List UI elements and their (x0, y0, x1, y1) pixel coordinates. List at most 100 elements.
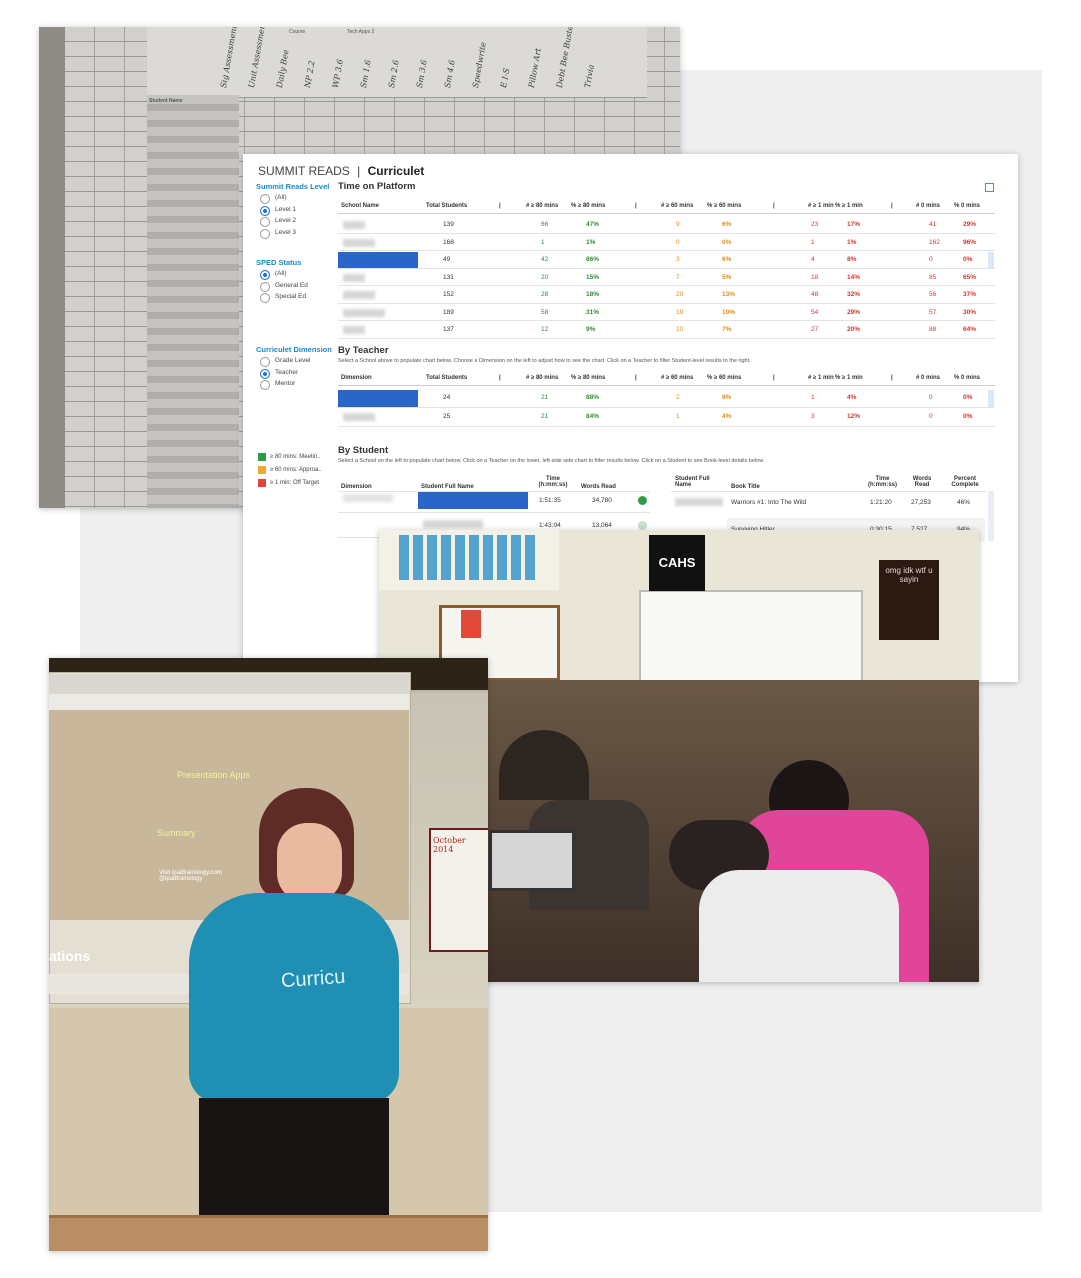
header-rule (338, 385, 995, 386)
column-header: | (635, 375, 637, 381)
table-cell: 65% (963, 273, 977, 281)
table-cell: 0 (929, 413, 933, 420)
level-option-label: Level 1 (275, 205, 296, 213)
dimension-radio[interactable] (260, 380, 270, 390)
table-cell: 2 (676, 394, 680, 401)
redacted-name (343, 291, 375, 299)
time-on-platform-heading: Time on Platform (338, 181, 416, 192)
row-rule (338, 267, 995, 269)
projected-slide-subtitle: Summary (157, 828, 196, 838)
table-cell: 1 (811, 238, 815, 246)
level-option-label: Level 3 (275, 228, 296, 236)
table-cell: 4 (811, 256, 815, 263)
teacher-pants (199, 1098, 389, 1218)
redacted-name (343, 326, 365, 334)
level-option-label: (All) (275, 194, 287, 201)
table-cell: 0 (929, 256, 933, 263)
table-cell: 20 (676, 291, 684, 298)
table-cell: 57 (929, 308, 937, 316)
book-time: 1:21:20 (870, 499, 892, 506)
student-words: 13,064 (592, 522, 612, 529)
status-dot (638, 521, 647, 530)
student-time: 1:43:04 (539, 522, 561, 529)
table-cell: 162 (929, 238, 940, 246)
projected-slide-title: Presentation Apps (177, 770, 251, 780)
level-option-label: Level 2 (275, 217, 296, 224)
table-cell: 54 (811, 308, 819, 316)
column-header: % ≥ 60 mins (707, 203, 742, 209)
book-col-name: Student Full Name (675, 476, 710, 488)
selected-student-bar[interactable] (418, 492, 528, 509)
front-desk (49, 1215, 488, 1251)
status-dot (638, 496, 647, 505)
table-cell: 5% (722, 273, 732, 281)
legend-swatch (258, 466, 266, 474)
student-words: 34,780 (592, 497, 612, 504)
dimension-radio[interactable] (260, 368, 270, 379)
column-header: # ≥ 1 min (808, 375, 834, 381)
table-cell: 0 (929, 394, 933, 401)
classroom-poster: omg idk wtf u sayin (879, 560, 939, 640)
redacted-name (343, 308, 385, 317)
legend-swatch (258, 453, 266, 461)
table-cell: 10 (676, 326, 684, 333)
level-radio[interactable] (260, 228, 270, 239)
grade-sheet-name-label: Student Name (149, 98, 183, 104)
table-cell: 1 (811, 394, 815, 401)
book-title: Warriors #1: Into The Wild (731, 499, 807, 506)
table-cell: 20% (847, 326, 861, 333)
column-header: # ≥ 80 mins (526, 203, 559, 209)
book-list-scrollbar[interactable] (988, 491, 994, 541)
table-cell: 7 (676, 273, 680, 281)
table-cell: 4% (847, 394, 857, 401)
bulletin-banner (399, 535, 539, 580)
wall-calendar (429, 828, 488, 952)
selected-row-bar[interactable] (338, 252, 418, 269)
column-header: # ≥ 80 mins (526, 375, 559, 381)
dimension-filter-heading: Curriculet Dimension (256, 345, 332, 354)
table-cell: 0% (722, 238, 732, 246)
classroom-sign: CAHS (649, 535, 705, 591)
table-cell: 189 (443, 308, 454, 316)
redacted-name (343, 273, 365, 282)
by-student-heading: By Student (338, 445, 389, 456)
row-highlight (988, 390, 994, 407)
table-cell: 0% (963, 394, 973, 401)
by-teacher-heading: By Teacher (338, 345, 389, 356)
table-cell: 88% (586, 394, 600, 401)
table-cell: 84% (586, 413, 600, 420)
column-header: | (499, 375, 501, 381)
column-header: % ≥ 80 mins (571, 203, 606, 209)
column-header: | (891, 203, 893, 209)
table-cell: 0 (676, 238, 680, 246)
table-cell: 23 (811, 221, 819, 228)
level-radio[interactable] (260, 194, 270, 204)
book-time: 0:30:15 (870, 526, 892, 533)
table-cell: 25 (443, 413, 451, 420)
teacher-shirt-text: Curricu (280, 965, 347, 993)
sped-radio[interactable] (260, 281, 270, 292)
book-col-title: Book Title (731, 484, 760, 490)
column-header: Total Students (426, 203, 468, 209)
external-link-icon[interactable] (985, 183, 994, 192)
projected-browser-tabs (49, 674, 409, 694)
table-cell: 10% (722, 308, 736, 316)
sped-radio[interactable] (260, 293, 270, 303)
table-cell: 4% (722, 413, 732, 420)
level-filter-heading: Summit Reads Level (256, 182, 330, 191)
column-header: % ≥ 60 mins (707, 375, 742, 381)
table-cell: 86% (586, 256, 600, 263)
sped-radio[interactable] (260, 270, 270, 280)
book-col-words: Words Read (912, 476, 932, 488)
student-col-words: Words Read (581, 484, 616, 490)
selected-row-bar[interactable] (338, 390, 418, 407)
column-header: | (773, 203, 775, 209)
student-col-dimension: Dimension (341, 484, 372, 490)
level-radio[interactable] (260, 217, 270, 227)
dimension-radio[interactable] (260, 357, 270, 367)
level-radio[interactable] (260, 205, 270, 216)
legend-label: ≥ 1 min: Off Target (270, 480, 320, 486)
dimension-option-label: Teacher (275, 368, 299, 376)
table-cell: 88 (929, 326, 937, 333)
brand-name: SUMMIT READS (258, 164, 350, 178)
